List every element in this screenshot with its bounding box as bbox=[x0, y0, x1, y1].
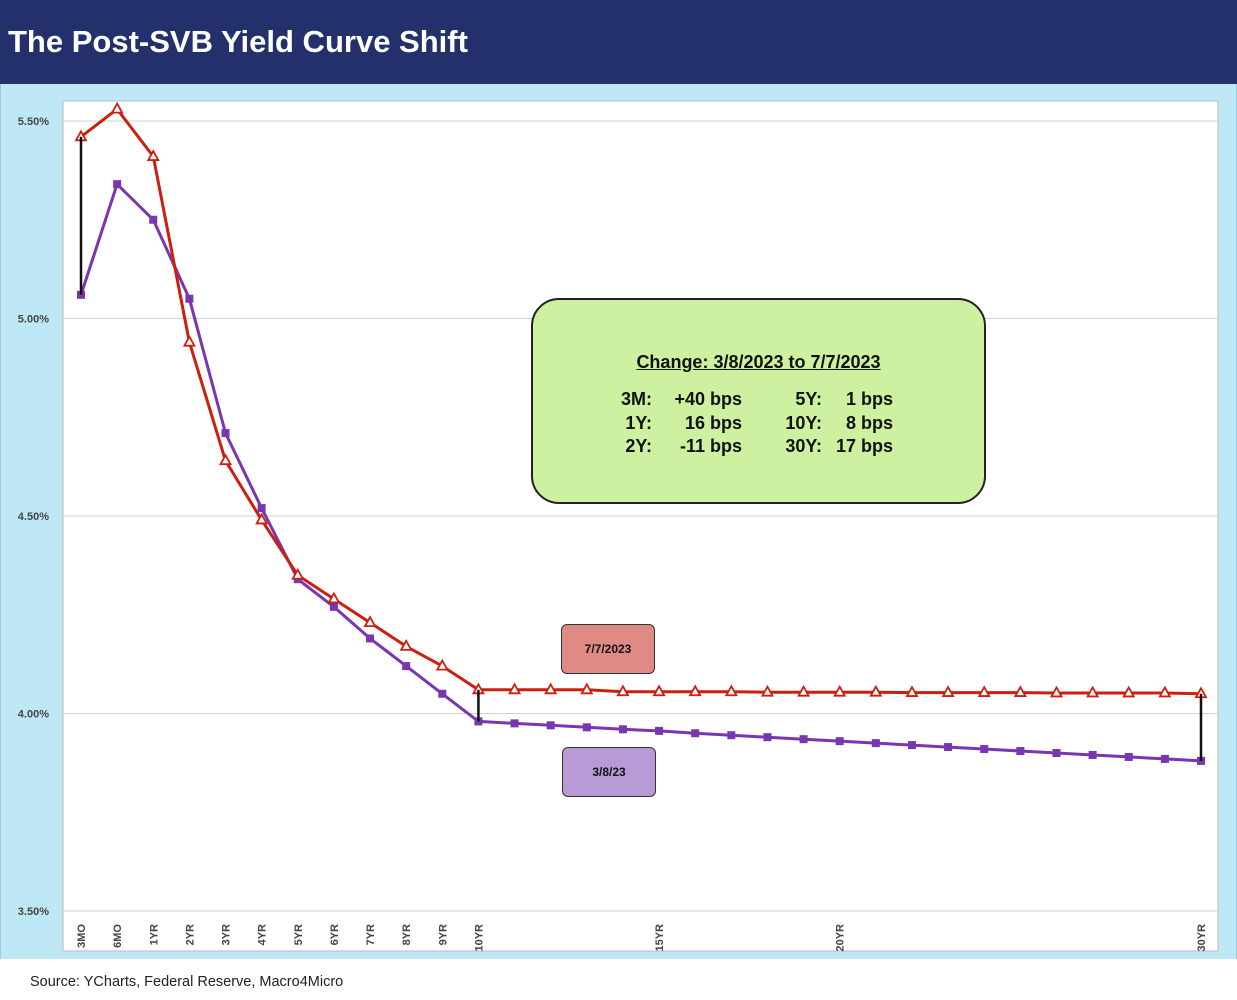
data-point bbox=[1052, 749, 1060, 757]
x-tick-label: 8YR bbox=[401, 924, 413, 945]
data-point bbox=[113, 180, 121, 188]
change-value: 17 bps bbox=[836, 436, 893, 457]
change-value: -11 bps bbox=[680, 436, 742, 457]
series-label-jul-2023: 7/7/2023 bbox=[561, 624, 655, 674]
change-label: 1Y: bbox=[625, 413, 652, 434]
change-label: 2Y: bbox=[625, 436, 652, 457]
x-tick-label: 3MO bbox=[76, 924, 88, 948]
yield-curve-chart: 3.50% 4.00% 4.50% 5.00% 5.50% 3MO 6MO 1YR 2YR 3Y… bbox=[1, 84, 1237, 959]
data-point bbox=[547, 721, 555, 729]
data-point bbox=[619, 725, 627, 733]
x-tick-label: 15YR bbox=[654, 924, 666, 952]
data-point bbox=[1161, 755, 1169, 763]
data-point bbox=[908, 741, 916, 749]
data-point bbox=[222, 429, 230, 437]
data-point bbox=[258, 504, 266, 512]
data-point bbox=[438, 690, 446, 698]
change-label: 30Y: bbox=[785, 436, 822, 457]
data-point bbox=[800, 735, 808, 743]
x-tick-label: 1YR bbox=[148, 924, 160, 945]
change-value: 8 bps bbox=[846, 413, 893, 434]
data-point bbox=[655, 727, 663, 735]
change-summary-box: Change: 3/8/2023 to 7/7/2023 3M: +40 bps… bbox=[531, 298, 986, 504]
data-point bbox=[149, 216, 157, 224]
x-tick-label: 6MO bbox=[112, 924, 124, 948]
x-tick-label: 20YR bbox=[835, 924, 847, 952]
plot-area bbox=[63, 101, 1218, 951]
data-point bbox=[944, 743, 952, 751]
data-point bbox=[872, 739, 880, 747]
data-point bbox=[763, 733, 771, 741]
source-note: Source: YCharts, Federal Reserve, Macro4… bbox=[30, 974, 343, 990]
y-tick-label: 3.50% bbox=[18, 906, 49, 918]
y-axis-ticks: 3.50% 4.00% 4.50% 5.00% 5.50% bbox=[18, 116, 49, 918]
change-row: 3M: +40 bps 5Y: 1 bps bbox=[533, 389, 984, 413]
x-tick-label: 6YR bbox=[329, 924, 341, 945]
y-tick-label: 4.50% bbox=[18, 511, 49, 523]
change-value: 16 bps bbox=[685, 413, 742, 434]
data-point bbox=[583, 723, 591, 731]
data-point bbox=[330, 603, 338, 611]
chart-title: The Post-SVB Yield Curve Shift bbox=[8, 24, 468, 60]
x-tick-label: 5YR bbox=[293, 924, 305, 945]
data-point bbox=[366, 634, 374, 642]
change-label: 5Y: bbox=[795, 389, 822, 410]
data-point bbox=[836, 737, 844, 745]
change-label: 3M: bbox=[621, 389, 652, 410]
change-row: 2Y: -11 bps 30Y: 17 bps bbox=[533, 436, 984, 460]
y-tick-label: 4.00% bbox=[18, 709, 49, 721]
data-point bbox=[402, 662, 410, 670]
x-tick-label: 4YR bbox=[257, 924, 269, 945]
series-label-mar-2023: 3/8/23 bbox=[562, 747, 656, 797]
data-point bbox=[1016, 747, 1024, 755]
change-value: 1 bps bbox=[846, 389, 893, 410]
data-point bbox=[1125, 753, 1133, 761]
x-tick-label: 30YR bbox=[1196, 924, 1208, 952]
data-point bbox=[980, 745, 988, 753]
data-point bbox=[511, 719, 519, 727]
y-tick-label: 5.00% bbox=[18, 314, 49, 326]
x-tick-label: 10YR bbox=[473, 924, 485, 952]
x-tick-label: 2YR bbox=[184, 924, 196, 945]
change-value: +40 bps bbox=[674, 389, 742, 410]
header-bar: The Post-SVB Yield Curve Shift bbox=[0, 0, 1237, 84]
change-row: 1Y: 16 bps 10Y: 8 bps bbox=[533, 413, 984, 437]
data-point bbox=[691, 729, 699, 737]
data-point bbox=[727, 731, 735, 739]
x-tick-label: 9YR bbox=[437, 924, 449, 945]
change-summary-title: Change: 3/8/2023 to 7/7/2023 bbox=[533, 352, 984, 373]
x-tick-label: 3YR bbox=[221, 924, 233, 945]
data-point bbox=[185, 295, 193, 303]
chart-frame: 3.50% 4.00% 4.50% 5.00% 5.50% 3MO 6MO 1YR 2YR 3Y… bbox=[0, 84, 1237, 959]
change-label: 10Y: bbox=[785, 413, 822, 434]
data-point bbox=[1089, 751, 1097, 759]
y-tick-label: 5.50% bbox=[18, 116, 49, 128]
x-tick-label: 7YR bbox=[365, 924, 377, 945]
